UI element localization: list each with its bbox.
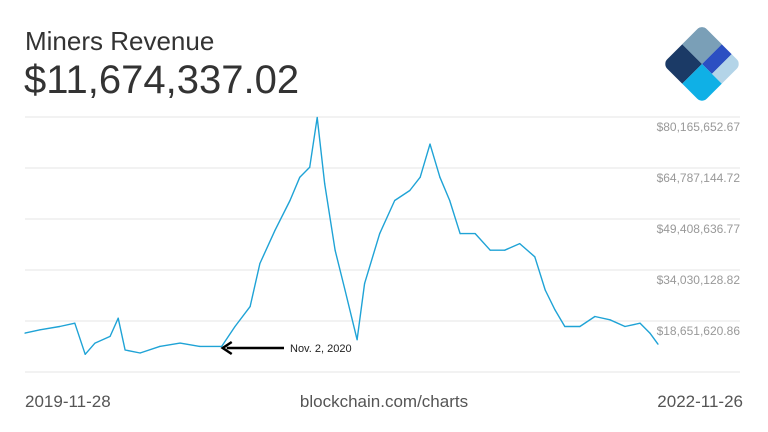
data-point — [554, 309, 556, 311]
data-point — [489, 249, 491, 251]
y-tick-label: $64,787,144.72 — [657, 171, 741, 185]
data-point — [657, 343, 659, 345]
data-point — [316, 116, 318, 119]
data-point — [474, 233, 476, 235]
data-point — [519, 242, 521, 245]
data-point — [379, 233, 381, 235]
y-tick-label: $49,408,636.77 — [657, 222, 741, 236]
data-point — [429, 143, 431, 145]
start-date-label: 2019-11-28 — [25, 392, 111, 411]
data-point — [84, 353, 86, 355]
data-point — [639, 322, 641, 324]
data-point — [459, 233, 461, 235]
data-point — [299, 176, 301, 178]
data-point — [124, 349, 126, 351]
y-tick-label: $18,651,620.86 — [657, 324, 741, 338]
data-point — [534, 256, 536, 258]
chart-title: Miners Revenue — [25, 26, 215, 56]
data-point — [117, 317, 119, 319]
annotation-label: Nov. 2, 2020 — [290, 343, 352, 355]
data-point — [356, 339, 358, 341]
data-point — [504, 249, 506, 251]
data-point — [439, 176, 441, 178]
data-point — [309, 166, 311, 168]
data-point — [409, 189, 411, 192]
data-point — [394, 199, 396, 202]
arrow-head-icon — [220, 340, 233, 356]
data-point — [199, 345, 201, 347]
data-point — [59, 325, 61, 328]
end-date-label: 2022-11-26 — [657, 392, 743, 411]
data-point — [564, 325, 566, 328]
data-point — [74, 322, 76, 324]
data-point — [324, 183, 326, 185]
data-point — [179, 342, 181, 344]
data-point — [449, 199, 451, 202]
data-point — [39, 329, 41, 331]
data-point — [624, 325, 626, 328]
data-point — [274, 229, 276, 231]
blockchain-logo-icon — [662, 24, 742, 104]
data-point — [94, 342, 96, 344]
data-point — [234, 325, 236, 328]
data-point — [544, 289, 546, 291]
data-point — [419, 176, 421, 178]
data-point — [139, 352, 141, 354]
data-point — [334, 249, 336, 251]
data-point — [594, 315, 596, 318]
current-value: $11,674,337.02 — [24, 58, 300, 102]
data-point — [24, 332, 26, 334]
data-point — [579, 325, 581, 328]
data-point — [259, 262, 261, 265]
source-link[interactable]: blockchain.com/charts — [299, 392, 469, 411]
data-point — [364, 282, 366, 284]
data-point — [344, 289, 346, 291]
y-tick-label: $80,165,652.67 — [657, 120, 741, 134]
data-point — [109, 335, 111, 338]
data-point — [159, 345, 161, 347]
y-tick-label: $34,030,128.82 — [657, 273, 741, 287]
data-point — [249, 305, 251, 308]
series-line — [24, 116, 659, 355]
data-point — [609, 319, 611, 321]
data-point — [221, 345, 223, 347]
data-point — [289, 199, 291, 202]
data-point — [649, 332, 651, 334]
